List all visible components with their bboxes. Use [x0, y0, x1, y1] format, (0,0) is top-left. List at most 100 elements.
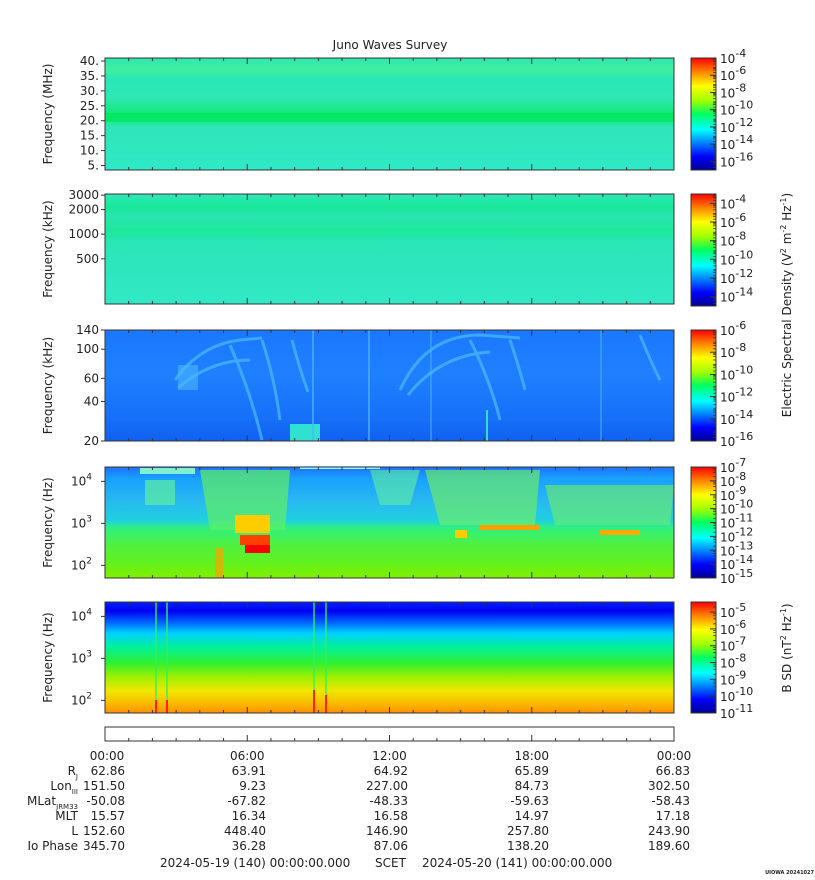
colorbar-tick-label: 10-12	[720, 386, 753, 405]
credit-label: UIOWA 20241027	[765, 870, 814, 876]
ephemeris-value: 66.83	[656, 764, 690, 778]
y-tick-label: 40.	[80, 54, 99, 68]
colorbar-tick-label: 10-7	[720, 635, 746, 654]
panel-lfr-low	[104, 466, 675, 579]
colorbar-tick-label: 10-6	[720, 618, 746, 637]
colorbar-tick-label: 10-10	[720, 363, 753, 382]
x-tick-label: 00:00	[657, 749, 692, 763]
ephemeris-value: 9.23	[239, 779, 266, 793]
colorbar-tick-label: 10-5	[720, 601, 746, 620]
chart-title: Juno Waves Survey	[332, 38, 448, 52]
ephemeris-value: 243.90	[648, 824, 690, 838]
ephemeris-value: 16.34	[232, 809, 266, 823]
ephemeris-label: MLT	[55, 809, 78, 823]
y-tick-label: 35.	[80, 69, 99, 83]
colorbar-tick-label: 10-12	[720, 525, 753, 544]
colorbar-tick-label: 10-11	[720, 512, 753, 531]
y-tick-label: 5.	[88, 159, 99, 173]
y-tick-label: 2000	[68, 203, 99, 217]
ephemeris-value: 302.50	[648, 779, 690, 793]
y-axis-label: Frequency (MHz)	[41, 64, 55, 165]
colorbar	[690, 193, 717, 307]
colorbar-tick-label: 10-12	[720, 267, 753, 286]
x-tick-label: 00:00	[90, 749, 125, 763]
ephemeris-value: 448.40	[224, 824, 266, 838]
ephemeris-value: -48.33	[369, 794, 408, 808]
colorbar-tick-label: 10-14	[720, 553, 753, 572]
ephemeris-value: -58.43	[651, 794, 690, 808]
colorbar-tick-label: 10-14	[720, 133, 753, 152]
ephemeris-value: 17.18	[656, 809, 690, 823]
y-tick-label: 20.	[80, 114, 99, 128]
ephemeris-value: -67.82	[227, 794, 266, 808]
y-axis-label: Frequency (kHz)	[41, 200, 55, 297]
colorbar-tick-label: 10-8	[720, 81, 746, 100]
ephemeris-value: 151.50	[83, 779, 125, 793]
spectrogram-lfr-high	[105, 330, 674, 441]
ephemeris-value: 138.20	[507, 839, 549, 853]
colorbar-tick-label: 10-8	[720, 652, 746, 671]
colorbar-tick-label: 10-6	[720, 211, 746, 230]
ephemeris-label: RJ	[68, 764, 78, 781]
electric-colorbar-title: Electric Spectral Density (V2 m-2 Hz-1)	[779, 193, 794, 417]
y-axis-label: Frequency (kHz)	[41, 337, 55, 434]
colorbar	[690, 601, 717, 714]
y-tick-label: 1000	[68, 227, 99, 241]
magnetic-spikes	[155, 602, 327, 713]
ephemeris-value: 16.58	[374, 809, 408, 823]
y-tick-label: 40	[84, 394, 99, 408]
y-axis-label: Frequency (Hz)	[41, 612, 55, 703]
ephemeris-value: 64.92	[374, 764, 408, 778]
colorbar-tick-label: 10-10	[720, 498, 753, 517]
emission-bursts	[178, 330, 602, 441]
y-tick-label: 20	[84, 434, 99, 448]
time-end: 2024-05-20 (141) 00:00:00.000	[422, 856, 612, 870]
colorbars: 10-410-610-810-1010-1210-1410-1610-410-6…	[690, 47, 753, 721]
colorbar	[690, 329, 717, 442]
ephemeris-label: LonIII	[50, 779, 78, 796]
ephemeris-value: -59.63	[510, 794, 549, 808]
spectrogram-panels	[104, 57, 675, 742]
panel-hfr-low	[104, 193, 675, 305]
colorbar-tick-label: 10-9	[720, 668, 746, 687]
colorbar-tick-label: 10-13	[720, 539, 753, 558]
ephemeris-value: 36.28	[232, 839, 266, 853]
ephemeris-value: 189.60	[648, 839, 690, 853]
y-tick-label: 140	[76, 323, 99, 337]
ephemeris-value: 14.97	[515, 809, 549, 823]
colorbar	[690, 57, 717, 171]
x-tick-label: 12:00	[372, 749, 407, 763]
ephemeris-value: -50.08	[86, 794, 125, 808]
y-tick-label: 102	[71, 556, 92, 572]
y-axis-label: Frequency (Hz)	[41, 477, 55, 568]
colorbar-tick-label: 10-8	[720, 230, 746, 249]
colorbar-tick-label: 10-8	[720, 341, 746, 360]
spectrogram-hfr-low	[105, 194, 674, 304]
x-tick-label: 06:00	[230, 749, 265, 763]
y-tick-label: 60	[84, 371, 99, 385]
y-tick-label: 3000	[68, 188, 99, 202]
colorbar-tick-label: 10-4	[720, 47, 746, 66]
y-axis-labels: Frequency (MHz) Frequency (kHz) Frequency …	[41, 64, 55, 703]
ephemeris-label: MLatJRM33	[27, 794, 78, 811]
colorbar-tick-label: 10-16	[720, 150, 753, 169]
colorbar-tick-label: 10-8	[720, 470, 746, 489]
y-tick-label: 30.	[80, 84, 99, 98]
emission-arcs	[173, 333, 662, 441]
y-tick-label: 15.	[80, 129, 99, 143]
y-tick-label: 500	[76, 252, 99, 266]
colorbar-tick-label: 10-7	[720, 456, 746, 475]
colorbar-tick-label: 10-4	[720, 192, 746, 211]
colorbar-tick-label: 10-14	[720, 286, 753, 305]
ephemeris-value: 152.60	[83, 824, 125, 838]
band-20mhz	[105, 113, 674, 122]
magnetic-colorbar-title: B SD (nT2 Hz-1)	[779, 603, 794, 692]
x-tick-labels: 00:00 06:00 12:00 18:00 00:00	[90, 749, 692, 763]
ephemeris-table: RJ 62.86 63.91 64.92 65.89 66.83 LonIII 151.50 9…	[27, 764, 690, 853]
y-tick-label: 10.	[80, 144, 99, 158]
panel-hfr-high	[104, 57, 675, 171]
ephemeris-label: L	[71, 824, 78, 838]
ephemeris-value: 84.73	[515, 779, 549, 793]
